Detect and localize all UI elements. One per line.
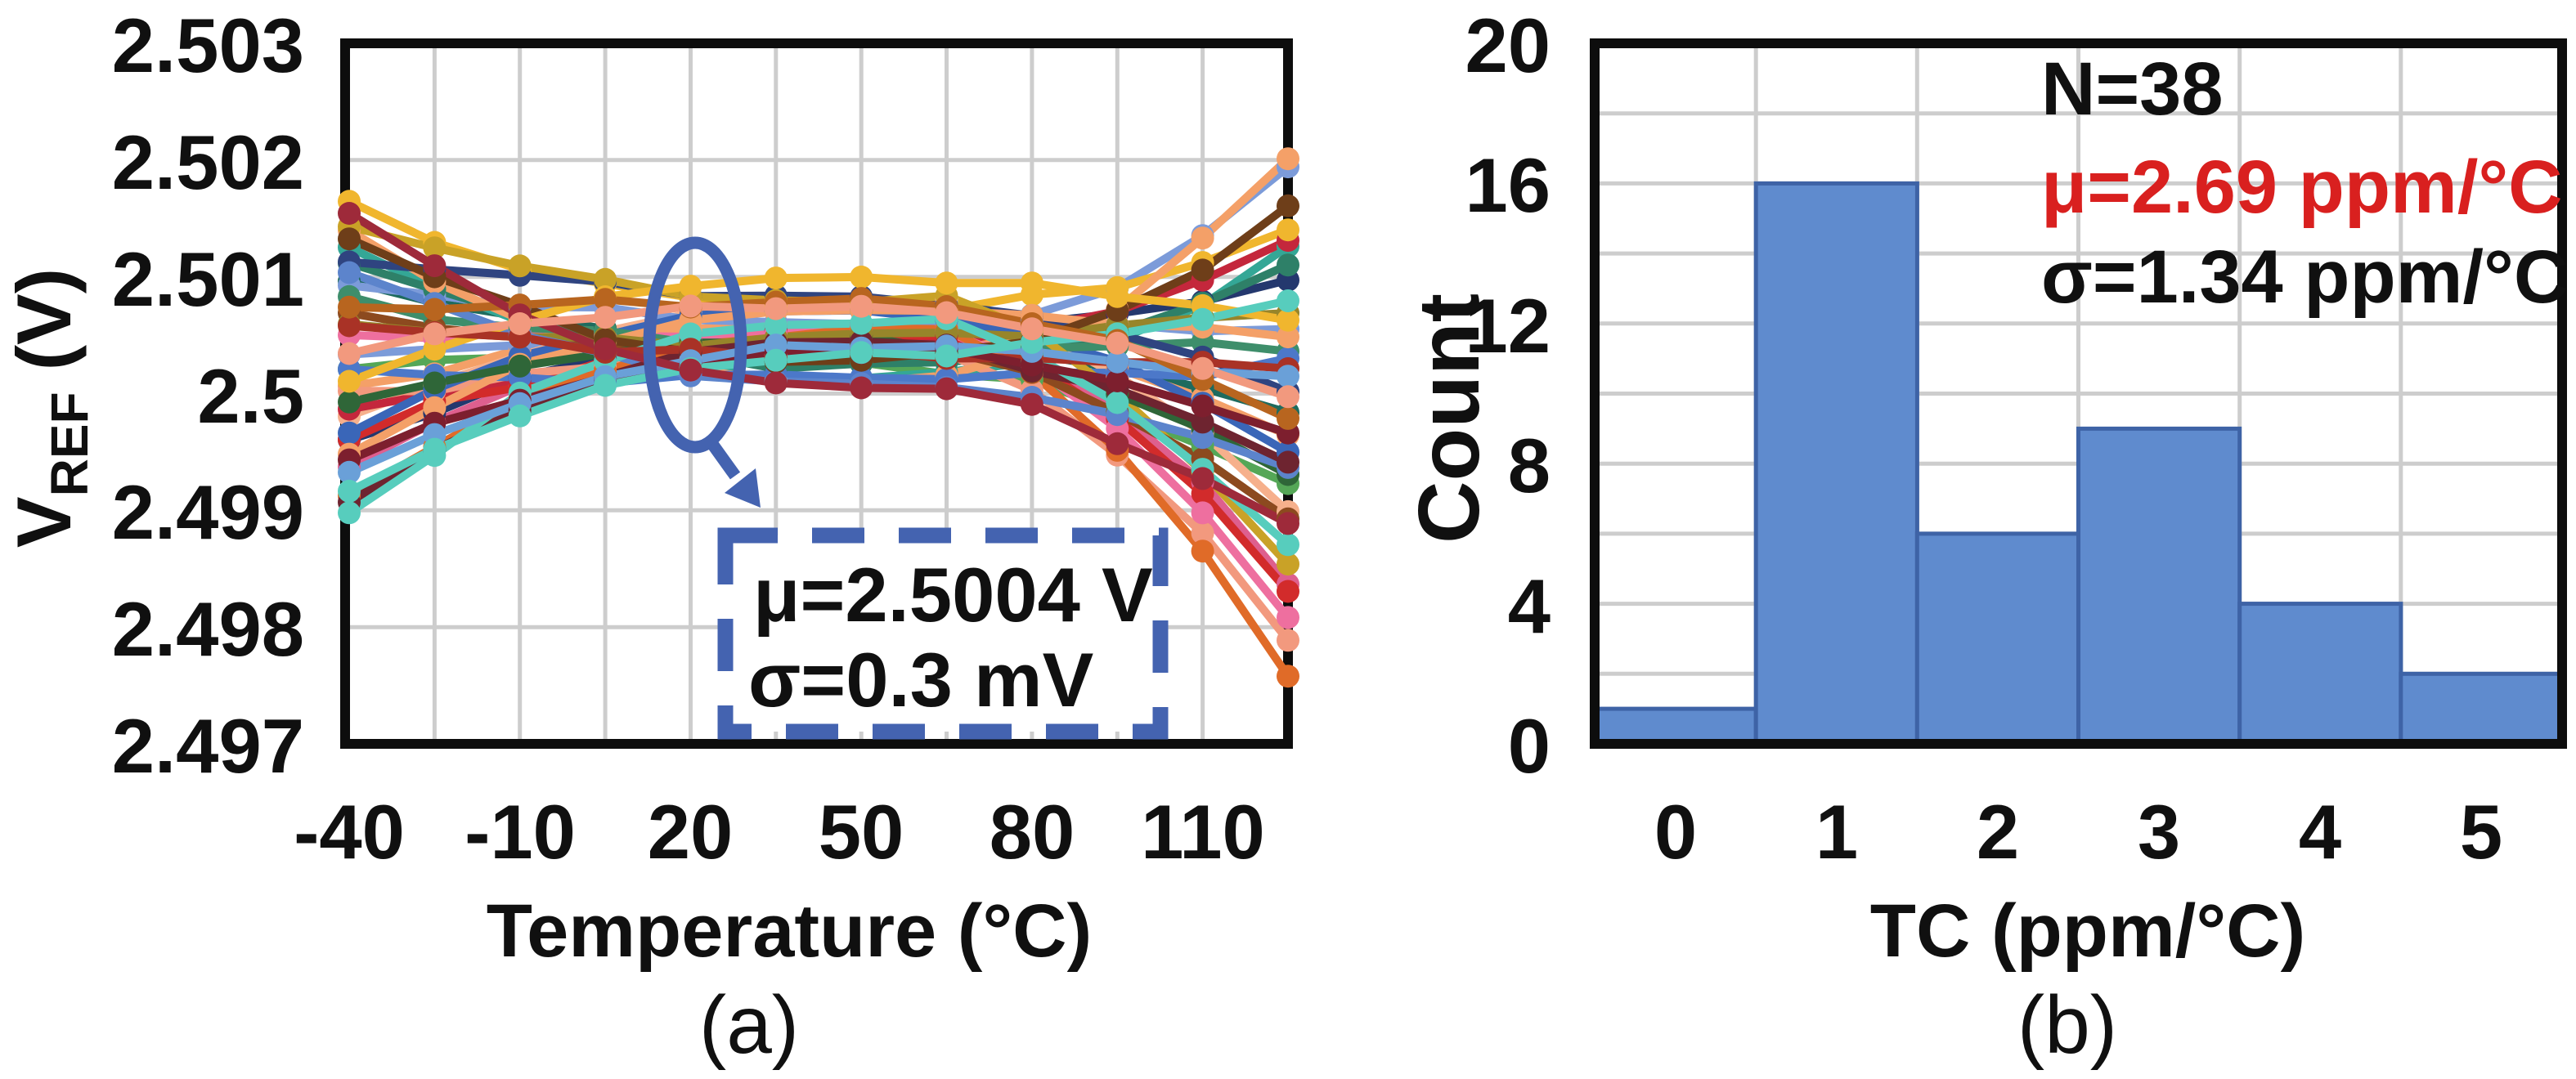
svg-text:2.502: 2.502 <box>112 119 304 205</box>
svg-text:4: 4 <box>2299 789 2341 875</box>
svg-text:σ=1.34 ppm/°C: σ=1.34 ppm/°C <box>2041 235 2568 319</box>
svg-text:σ=0.3 mV: σ=0.3 mV <box>748 637 1094 723</box>
svg-text:VREF (V): VREF (V) <box>1 268 99 548</box>
svg-text:16: 16 <box>1465 142 1551 228</box>
svg-text:20: 20 <box>648 789 734 875</box>
svg-text:-40: -40 <box>294 789 405 875</box>
svg-text:4: 4 <box>1508 563 1551 649</box>
svg-text:-10: -10 <box>464 789 576 875</box>
svg-text:2.499: 2.499 <box>112 469 304 555</box>
svg-text:2.498: 2.498 <box>112 586 304 672</box>
svg-text:μ=2.5004 V: μ=2.5004 V <box>753 552 1153 638</box>
svg-text:8: 8 <box>1508 423 1551 508</box>
svg-text:80: 80 <box>990 789 1075 875</box>
svg-text:50: 50 <box>819 789 904 875</box>
svg-text:2.497: 2.497 <box>112 703 304 789</box>
svg-text:20: 20 <box>1465 2 1551 88</box>
svg-text:μ=2.69 ppm/°C: μ=2.69 ppm/°C <box>2041 146 2563 229</box>
svg-text:2.501: 2.501 <box>112 236 304 322</box>
svg-text:(a): (a) <box>699 979 799 1071</box>
svg-text:12: 12 <box>1465 283 1551 369</box>
svg-text:N=38: N=38 <box>2041 47 2224 131</box>
svg-text:1: 1 <box>1815 789 1858 875</box>
svg-text:0: 0 <box>1508 703 1551 789</box>
svg-text:(b): (b) <box>2017 979 2117 1071</box>
svg-text:Temperature (°C): Temperature (°C) <box>487 889 1093 973</box>
svg-text:0: 0 <box>1654 789 1697 875</box>
svg-text:Count: Count <box>1401 293 1497 544</box>
svg-text:3: 3 <box>2138 789 2180 875</box>
svg-text:110: 110 <box>1141 789 1265 875</box>
svg-text:5: 5 <box>2460 789 2502 875</box>
svg-text:TC (ppm/°C): TC (ppm/°C) <box>1870 889 2305 973</box>
svg-text:2: 2 <box>1977 789 2019 875</box>
svg-text:2.503: 2.503 <box>112 2 304 88</box>
svg-text:2.5: 2.5 <box>197 353 304 439</box>
